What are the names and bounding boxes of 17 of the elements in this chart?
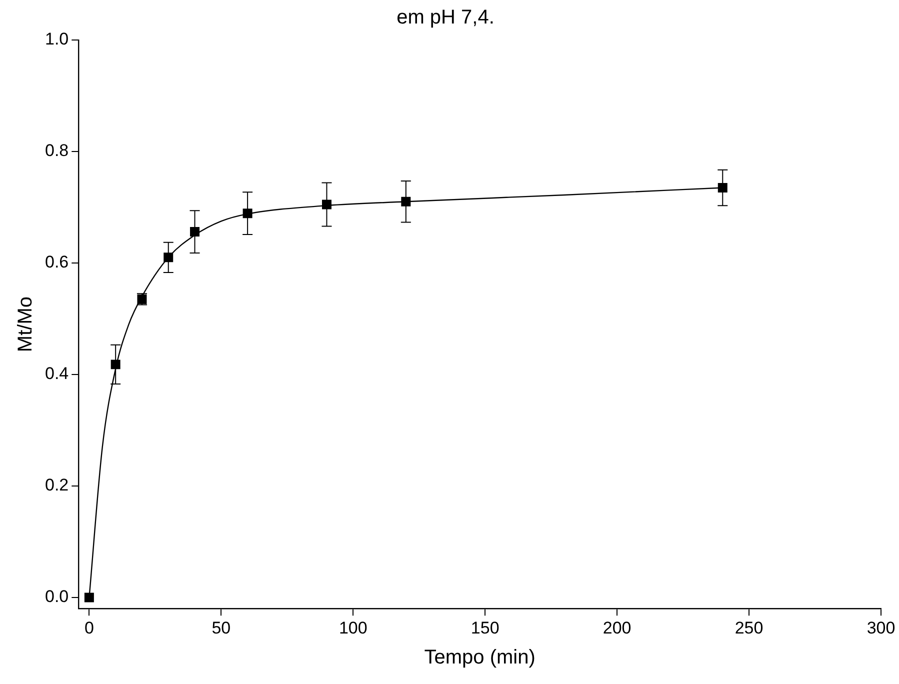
x-tick-label: 150 <box>470 618 500 638</box>
x-tick-label: 200 <box>602 618 632 638</box>
y-axis-title: Mt/Mo <box>14 296 37 352</box>
y-tick-label: 0.6 <box>44 252 69 272</box>
point <box>84 592 94 602</box>
y-tick-label: 1.0 <box>44 30 69 49</box>
x-tick-label: 50 <box>212 618 231 638</box>
y-tick-label: 0.2 <box>44 476 69 495</box>
x-tick-label: 300 <box>866 618 896 638</box>
y-tick-label: 0.8 <box>44 141 69 160</box>
x-tick-label: 0 <box>84 618 94 638</box>
y-tick-label: 0.0 <box>44 587 69 606</box>
x-tick-label: 100 <box>338 618 368 638</box>
x-axis-title: Tempo (min) <box>424 646 536 669</box>
chart-title: em pH 7,4. <box>396 6 494 29</box>
x-tick-label: 250 <box>734 618 764 638</box>
y-tick-label: 0.4 <box>44 364 69 384</box>
